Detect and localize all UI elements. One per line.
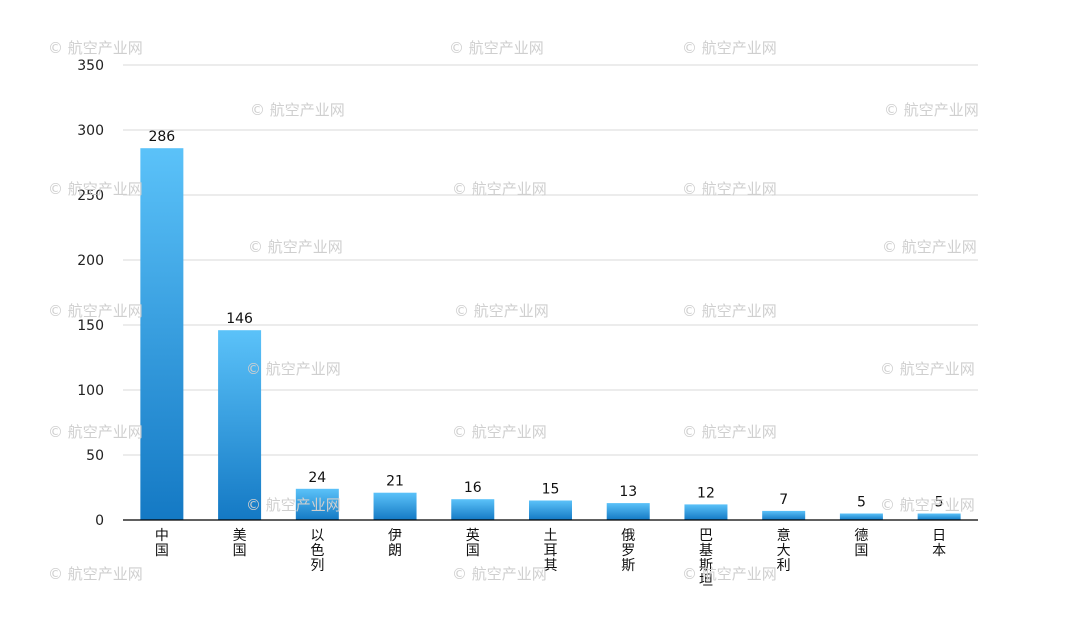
x-tick-label: 中国: [155, 528, 169, 559]
x-tick-label: 日本: [932, 528, 946, 559]
data-label: 146: [226, 311, 253, 327]
watermark: © 航空产业网: [246, 360, 341, 378]
watermark: © 航空产业网: [452, 423, 547, 441]
bar: [218, 330, 262, 520]
watermark: © 航空产业网: [248, 238, 343, 256]
bar: [529, 500, 572, 520]
gridlines: [123, 64, 978, 456]
data-label: 7: [779, 492, 788, 508]
watermark: © 航空产业网: [48, 565, 143, 583]
y-tick-label: 150: [77, 318, 104, 334]
x-tick-label: 意大利: [777, 527, 791, 574]
watermark: © 航空产业网: [48, 39, 143, 57]
watermark: © 航空产业网: [48, 180, 143, 198]
y-tick-label: 50: [86, 448, 104, 464]
watermark: © 航空产业网: [48, 423, 143, 441]
data-label: 15: [542, 482, 560, 498]
bar: [295, 488, 339, 520]
watermark: © 航空产业网: [454, 302, 549, 320]
data-label: 5: [935, 495, 944, 511]
bar: [451, 499, 495, 520]
y-tick-label: 300: [77, 123, 104, 139]
bar: [917, 513, 961, 520]
x-tick-label: 土耳其: [544, 528, 558, 574]
data-label: 13: [619, 484, 637, 500]
watermark: © 航空产业网: [48, 302, 143, 320]
bars: [140, 148, 961, 520]
y-tick-label: 350: [77, 58, 104, 74]
data-label: 16: [464, 480, 482, 496]
watermark: © 航空产业网: [682, 565, 777, 583]
x-tick-label: 巴基斯坦: [699, 528, 713, 589]
watermark: © 航空产业网: [452, 565, 547, 583]
x-tick-label: 俄罗斯: [621, 528, 635, 574]
bar: [606, 503, 650, 520]
bar: [839, 513, 883, 520]
watermark: © 航空产业网: [682, 302, 777, 320]
bar: [684, 504, 728, 520]
watermark: © 航空产业网: [880, 496, 975, 514]
x-tick-label: 以色列: [310, 528, 324, 574]
watermark: © 航空产业网: [682, 423, 777, 441]
x-axis: 中国 美国 以色列 伊朗 英国 土耳其 俄罗斯 巴基斯坦 意大利 德国 日本: [155, 527, 946, 589]
x-tick-label: 美国: [233, 528, 247, 559]
bar: [373, 492, 417, 520]
watermark: © 航空产业网: [452, 180, 547, 198]
data-label: 24: [308, 470, 326, 486]
bar: [762, 510, 806, 520]
y-tick-label: 0: [95, 513, 104, 529]
watermark: © 航空产业网: [884, 101, 979, 119]
data-label: 12: [697, 485, 715, 501]
x-tick-label: 伊朗: [388, 528, 402, 559]
watermark: © 航空产业网: [250, 101, 345, 119]
watermark: © 航空产业网: [246, 496, 341, 514]
data-label: 286: [148, 129, 175, 145]
data-labels: 286 146 24 21 16 15 13 12 7 5 5: [148, 129, 943, 510]
data-label: 5: [857, 495, 866, 511]
y-tick-label: 250: [77, 188, 104, 204]
y-tick-label: 100: [77, 383, 104, 399]
data-label: 21: [386, 474, 404, 490]
watermark: © 航空产业网: [682, 39, 777, 57]
y-tick-label: 200: [77, 253, 104, 269]
watermark: © 航空产业网: [882, 238, 977, 256]
x-tick-label: 德国: [854, 528, 868, 559]
x-tick-label: 英国: [466, 527, 480, 559]
y-axis: 0 50 100 150 200 250 300 350: [77, 58, 104, 529]
watermark: © 航空产业网: [449, 39, 544, 57]
bar: [140, 148, 184, 520]
watermark: © 航空产业网: [682, 180, 777, 198]
watermark: © 航空产业网: [880, 360, 975, 378]
